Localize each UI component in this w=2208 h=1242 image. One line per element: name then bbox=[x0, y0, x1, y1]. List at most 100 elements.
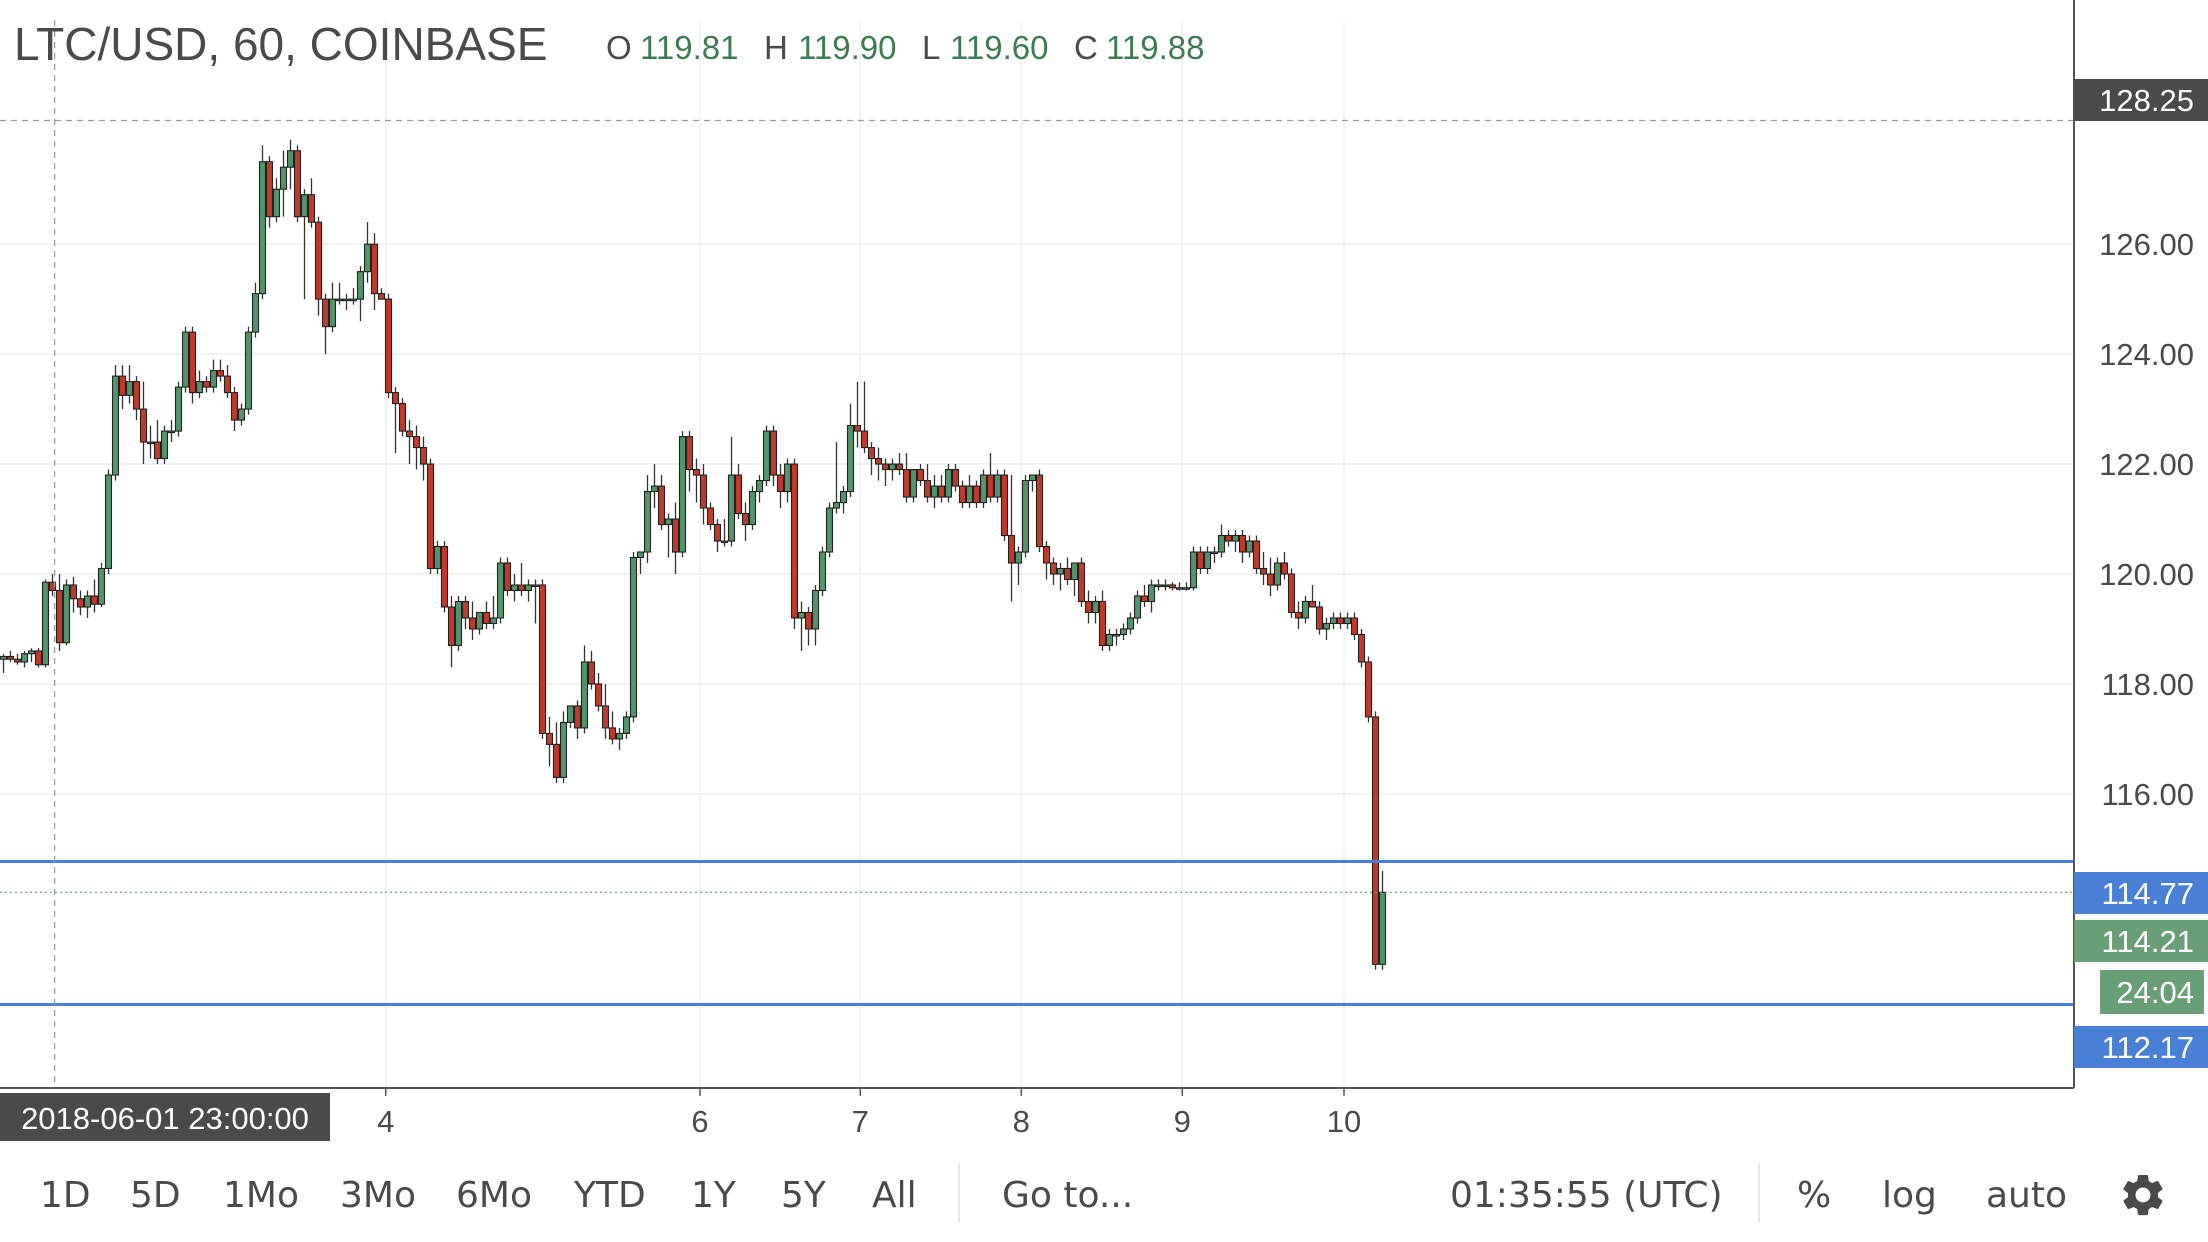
candle bbox=[349, 288, 358, 305]
candle bbox=[370, 233, 379, 311]
percent-scale-toggle[interactable]: % bbox=[1797, 1175, 1832, 1216]
symbol-title: LTC/USD, 60, COINBASE bbox=[14, 18, 547, 70]
candle bbox=[426, 458, 435, 575]
candle bbox=[398, 398, 407, 437]
x-tick-label: 4 bbox=[377, 1104, 394, 1139]
candle bbox=[13, 653, 22, 665]
y-tick-label: 124.00 bbox=[2099, 337, 2194, 372]
candle bbox=[1105, 628, 1114, 651]
candle-body bbox=[664, 518, 673, 526]
candle-body bbox=[1189, 551, 1198, 589]
candle bbox=[1189, 546, 1198, 591]
range-5d-button[interactable]: 5D bbox=[130, 1175, 181, 1216]
candle-body bbox=[1147, 584, 1156, 603]
candle-body bbox=[930, 485, 939, 498]
candle-body bbox=[1294, 611, 1303, 619]
candle-body bbox=[860, 430, 869, 449]
candle bbox=[1161, 579, 1170, 591]
range-1y-button[interactable]: 1Y bbox=[691, 1175, 736, 1216]
candle-body bbox=[1371, 716, 1380, 965]
candle-body bbox=[300, 194, 309, 218]
candle-body bbox=[776, 474, 785, 493]
x-tick-label: 9 bbox=[1174, 1104, 1191, 1139]
candle-body bbox=[34, 650, 43, 666]
candle bbox=[1140, 585, 1149, 607]
candle-body bbox=[587, 661, 596, 685]
candle bbox=[55, 574, 64, 651]
candle bbox=[209, 359, 218, 393]
candle bbox=[1175, 582, 1184, 591]
candle-body bbox=[1126, 617, 1135, 630]
candle bbox=[1259, 552, 1268, 585]
candle-body bbox=[349, 298, 358, 302]
gear-icon[interactable] bbox=[2118, 1170, 2168, 1220]
candle-body bbox=[111, 375, 120, 476]
price-chart[interactable]: 116.00 118.00 120.00 122.00 124.00 126.00 4 6 7 8… bbox=[0, 0, 2208, 1148]
candle bbox=[41, 579, 50, 668]
range-all-button[interactable]: All bbox=[872, 1175, 917, 1216]
candle bbox=[797, 601, 806, 651]
svg-text:112.17: 112.17 bbox=[2101, 1030, 2194, 1065]
log-scale-toggle[interactable]: log bbox=[1882, 1175, 1937, 1216]
candle bbox=[454, 595, 463, 651]
candle-body bbox=[1343, 617, 1352, 625]
candle-body bbox=[209, 370, 218, 388]
candle-body bbox=[384, 298, 393, 394]
candle-body bbox=[678, 436, 687, 553]
auto-scale-toggle[interactable]: auto bbox=[1986, 1175, 2068, 1216]
candle-body bbox=[433, 545, 442, 570]
candle bbox=[1329, 612, 1338, 629]
candle bbox=[216, 359, 225, 382]
candle bbox=[538, 579, 547, 739]
candle-body bbox=[314, 221, 323, 300]
candle-body bbox=[573, 705, 582, 729]
candle bbox=[1035, 469, 1044, 553]
go-to-date-button[interactable]: Go to... bbox=[1002, 1175, 1134, 1216]
candle bbox=[692, 458, 701, 503]
range-ytd-button[interactable]: YTD bbox=[574, 1175, 646, 1216]
candle-body bbox=[202, 381, 211, 388]
svg-text:2018-06-01 23:00:00: 2018-06-01 23:00:00 bbox=[21, 1101, 309, 1136]
candle-body bbox=[699, 474, 708, 509]
candle-body bbox=[783, 463, 792, 493]
candle bbox=[986, 453, 995, 503]
candle bbox=[125, 365, 134, 404]
candle-body bbox=[958, 485, 967, 504]
candle-body bbox=[1322, 622, 1331, 630]
candle-body bbox=[594, 683, 603, 707]
candle-body bbox=[825, 507, 834, 553]
candle-body bbox=[1014, 551, 1023, 564]
candle bbox=[811, 585, 820, 646]
candle bbox=[48, 574, 57, 596]
range-1mo-button[interactable]: 1Mo bbox=[223, 1175, 299, 1216]
candle-body bbox=[685, 436, 694, 471]
candle bbox=[636, 551, 645, 575]
candle bbox=[594, 672, 603, 712]
candle bbox=[1280, 552, 1289, 580]
candle bbox=[461, 595, 470, 629]
candle bbox=[111, 365, 120, 481]
candle-body bbox=[496, 562, 505, 619]
candle bbox=[419, 436, 428, 481]
range-6mo-button[interactable]: 6Mo bbox=[456, 1175, 532, 1216]
candle bbox=[321, 293, 330, 355]
y-tick-label: 122.00 bbox=[2099, 447, 2194, 482]
range-1d-button[interactable]: 1D bbox=[40, 1175, 91, 1216]
candle bbox=[160, 425, 169, 465]
range-3mo-button[interactable]: 3Mo bbox=[340, 1175, 416, 1216]
candle bbox=[104, 469, 113, 575]
candle bbox=[342, 293, 351, 311]
candle bbox=[20, 650, 29, 668]
range-5y-button[interactable]: 5Y bbox=[781, 1175, 826, 1216]
candle-body bbox=[839, 490, 848, 504]
candle-body bbox=[895, 463, 904, 471]
high-label: H bbox=[764, 29, 788, 66]
candle bbox=[1042, 541, 1051, 580]
candle bbox=[1378, 870, 1387, 970]
candle bbox=[90, 579, 99, 613]
candle-body bbox=[1112, 633, 1121, 637]
high-value: 119.90 bbox=[798, 29, 896, 66]
candle-body bbox=[0, 655, 8, 660]
candle-body bbox=[1217, 534, 1226, 553]
candle-body bbox=[1245, 540, 1254, 553]
